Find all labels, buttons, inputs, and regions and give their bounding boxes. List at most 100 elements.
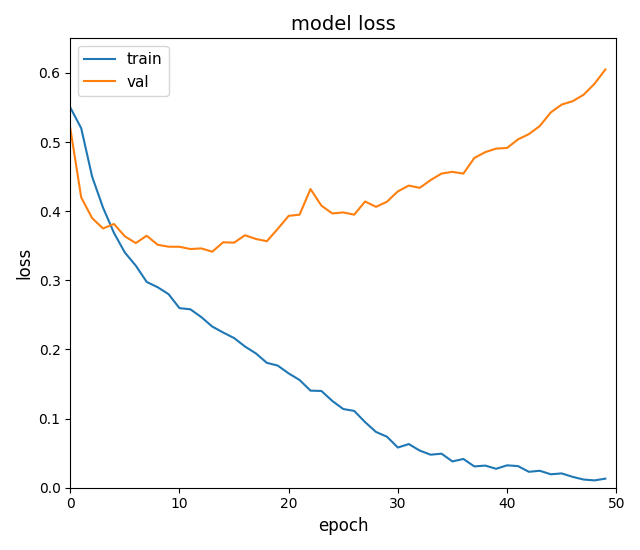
val [317,202,325,209]
val [296,211,303,218]
val [328,210,336,217]
val [132,240,140,246]
train [121,249,129,256]
train [99,205,107,211]
train [372,428,380,435]
train [328,398,336,404]
val [121,233,129,240]
train [175,305,183,311]
train [449,458,456,465]
train [296,377,303,383]
val [416,185,424,191]
val [481,149,489,156]
val [525,131,532,138]
train [230,335,238,342]
Line: train: train [70,107,605,480]
train [481,463,489,469]
train [252,350,260,357]
train [186,306,194,312]
train [339,406,347,412]
val [460,170,467,177]
train [209,323,216,330]
val [164,244,172,250]
val [405,182,413,189]
val [110,221,118,227]
train [241,343,249,350]
train [154,284,161,290]
val [77,194,85,201]
train [514,463,522,469]
Line: val: val [70,69,605,252]
Title: model loss: model loss [291,15,396,34]
train [591,477,598,483]
val [241,232,249,239]
train [547,471,555,477]
Y-axis label: loss: loss [15,247,33,279]
train [164,291,172,298]
val [569,98,577,104]
train [274,362,282,369]
val [536,123,543,129]
train [361,419,369,426]
val [361,198,369,205]
train [88,173,96,180]
val [470,155,478,161]
train [438,450,445,457]
val [274,226,282,232]
train [67,104,74,111]
train [558,470,566,477]
train [427,452,435,458]
train [580,476,588,483]
train [503,462,511,469]
train [405,441,413,447]
train [77,125,85,131]
val [580,91,588,98]
train [285,370,292,377]
train [602,475,609,482]
val [285,213,292,219]
val [547,109,555,116]
train [263,360,271,366]
val [209,249,216,255]
train [394,444,402,451]
val [88,215,96,222]
train [317,388,325,394]
val [339,209,347,216]
val [438,170,445,177]
train [132,262,140,269]
train [470,463,478,470]
val [503,145,511,151]
X-axis label: epoch: epoch [318,517,369,535]
train [383,433,391,440]
train [198,314,205,321]
train [307,387,314,394]
val [350,211,358,218]
val [263,238,271,245]
val [492,145,500,152]
train [492,465,500,472]
train [569,474,577,480]
train [220,329,227,336]
train [536,468,543,474]
train [460,455,467,462]
val [198,245,205,252]
val [220,239,227,246]
val [427,177,435,183]
val [99,225,107,232]
Legend: train, val: train, val [78,46,168,96]
val [372,204,380,210]
val [175,244,183,250]
val [602,66,609,73]
val [558,101,566,108]
val [307,186,314,192]
train [525,469,532,475]
val [449,169,456,175]
val [186,246,194,252]
val [230,239,238,246]
train [350,408,358,414]
val [154,241,161,248]
val [394,188,402,195]
val [383,199,391,205]
train [143,279,150,285]
val [591,81,598,87]
